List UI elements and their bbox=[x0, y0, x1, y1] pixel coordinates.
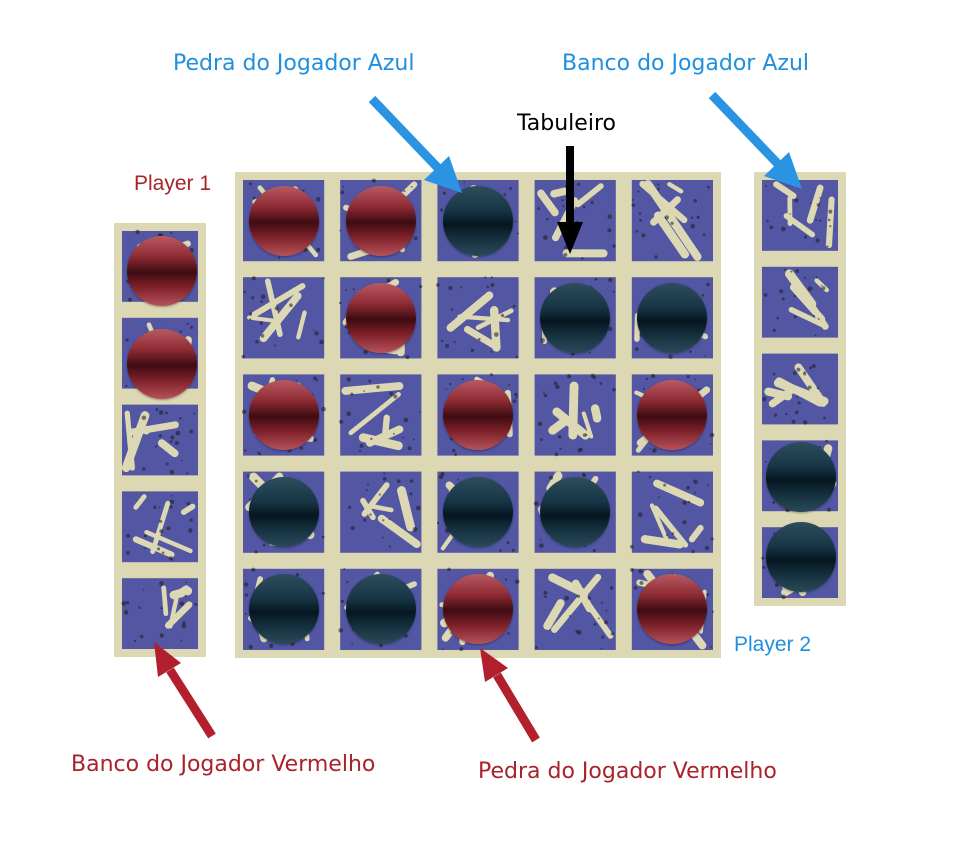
game-board[interactable] bbox=[235, 172, 721, 658]
label-blue-stone: Pedra do Jogador Azul bbox=[173, 51, 415, 76]
blue-stone[interactable] bbox=[637, 282, 708, 353]
red-stone[interactable] bbox=[443, 574, 513, 645]
arrow-red-stone bbox=[480, 648, 540, 743]
red-stone[interactable] bbox=[637, 574, 708, 645]
blue-stone[interactable] bbox=[540, 282, 611, 353]
red-player-bank[interactable] bbox=[114, 223, 206, 657]
label-board: Tabuleiro bbox=[517, 111, 616, 136]
arrow-board bbox=[557, 146, 583, 254]
red-bank-stone[interactable] bbox=[127, 236, 197, 306]
red-stone[interactable] bbox=[637, 380, 708, 450]
label-red-stone: Pedra do Jogador Vermelho bbox=[478, 759, 777, 784]
blue-stone[interactable] bbox=[248, 477, 319, 548]
red-stone[interactable] bbox=[443, 380, 513, 450]
red-stone[interactable] bbox=[248, 185, 319, 256]
blue-stone[interactable] bbox=[540, 477, 611, 548]
label-player2: Player 2 bbox=[734, 633, 812, 656]
red-stone[interactable] bbox=[345, 282, 416, 353]
red-bank-stone[interactable] bbox=[127, 329, 197, 399]
label-player1: Player 1 bbox=[134, 172, 212, 195]
blue-stone[interactable] bbox=[443, 185, 513, 256]
arrow-red-bank bbox=[154, 642, 216, 739]
red-stone[interactable] bbox=[248, 380, 319, 450]
label-red-bank: Banco do Jogador Vermelho bbox=[71, 752, 376, 777]
blue-stone[interactable] bbox=[248, 574, 319, 645]
blue-player-bank[interactable] bbox=[754, 172, 846, 606]
label-blue-bank: Banco do Jogador Azul bbox=[562, 51, 809, 76]
arrow-blue-bank bbox=[708, 91, 802, 189]
blue-bank-stone[interactable] bbox=[766, 522, 836, 592]
blue-bank-stone[interactable] bbox=[766, 442, 836, 512]
arrow-blue-stone bbox=[368, 95, 462, 193]
blue-stone[interactable] bbox=[345, 574, 416, 645]
red-stone[interactable] bbox=[345, 185, 416, 256]
blue-stone[interactable] bbox=[443, 477, 513, 548]
